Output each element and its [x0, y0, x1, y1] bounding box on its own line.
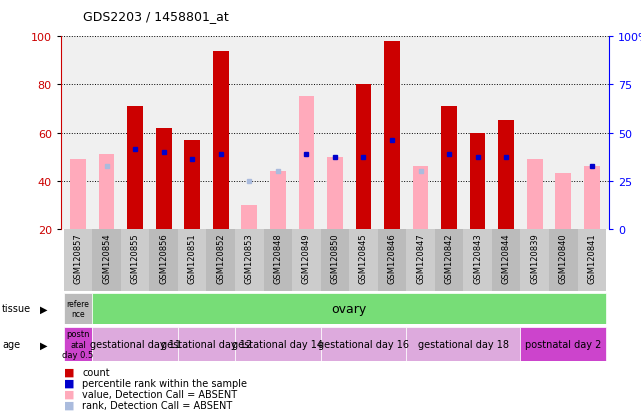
Bar: [520, 328, 606, 361]
Bar: [549, 229, 578, 291]
Text: GSM120852: GSM120852: [216, 232, 225, 283]
Text: ■: ■: [64, 378, 74, 388]
Bar: [349, 229, 378, 291]
Bar: [470, 133, 485, 229]
Text: percentile rank within the sample: percentile rank within the sample: [82, 378, 247, 388]
Text: GSM120855: GSM120855: [131, 232, 140, 283]
Bar: [63, 229, 92, 291]
Bar: [413, 167, 428, 229]
Text: GDS2203 / 1458801_at: GDS2203 / 1458801_at: [83, 10, 229, 23]
Bar: [206, 229, 235, 291]
Text: tissue: tissue: [2, 304, 31, 314]
Bar: [578, 229, 606, 291]
Text: refere
nce: refere nce: [67, 299, 90, 318]
Bar: [492, 229, 520, 291]
Bar: [435, 229, 463, 291]
Text: count: count: [82, 367, 110, 377]
Text: gestational day 12: gestational day 12: [161, 339, 252, 349]
Text: ■: ■: [64, 400, 74, 410]
Text: ■: ■: [64, 367, 74, 377]
Text: GSM120857: GSM120857: [74, 232, 83, 283]
Text: GSM120845: GSM120845: [359, 232, 368, 283]
Bar: [121, 229, 149, 291]
Text: GSM120851: GSM120851: [188, 232, 197, 283]
Text: gestational day 14: gestational day 14: [232, 339, 323, 349]
Text: GSM120839: GSM120839: [530, 232, 539, 283]
Bar: [498, 121, 514, 229]
Text: GSM120853: GSM120853: [245, 232, 254, 283]
Text: postnatal day 2: postnatal day 2: [525, 339, 601, 349]
Text: value, Detection Call = ABSENT: value, Detection Call = ABSENT: [82, 389, 237, 399]
Text: gestational day 16: gestational day 16: [318, 339, 409, 349]
Text: GSM120846: GSM120846: [388, 232, 397, 283]
Bar: [384, 42, 400, 229]
Text: gestational day 18: gestational day 18: [418, 339, 509, 349]
Bar: [128, 107, 143, 229]
Bar: [556, 174, 571, 229]
Text: GSM120848: GSM120848: [273, 232, 282, 283]
Text: age: age: [2, 339, 20, 349]
Bar: [320, 328, 406, 361]
Bar: [263, 229, 292, 291]
Bar: [235, 328, 320, 361]
Text: GSM120840: GSM120840: [559, 232, 568, 283]
Bar: [185, 140, 200, 229]
Text: GSM120850: GSM120850: [330, 232, 340, 283]
Bar: [527, 159, 542, 229]
Text: ▶: ▶: [40, 339, 47, 349]
Text: GSM120849: GSM120849: [302, 232, 311, 283]
Text: GSM120856: GSM120856: [159, 232, 168, 283]
Bar: [149, 229, 178, 291]
Bar: [178, 229, 206, 291]
Text: gestational day 11: gestational day 11: [90, 339, 181, 349]
Text: postn
atal
day 0.5: postn atal day 0.5: [62, 330, 94, 359]
Bar: [178, 328, 235, 361]
Bar: [356, 85, 371, 229]
Bar: [99, 155, 114, 229]
Bar: [327, 157, 343, 229]
Text: GSM120843: GSM120843: [473, 232, 482, 283]
Bar: [320, 229, 349, 291]
Bar: [63, 293, 92, 324]
Text: GSM120854: GSM120854: [102, 232, 111, 283]
Bar: [213, 52, 229, 229]
Bar: [406, 229, 435, 291]
Bar: [63, 328, 92, 361]
Bar: [235, 229, 263, 291]
Bar: [92, 229, 121, 291]
Text: ■: ■: [64, 389, 74, 399]
Bar: [156, 128, 172, 229]
Bar: [242, 205, 257, 229]
Text: ovary: ovary: [331, 302, 367, 315]
Bar: [463, 229, 492, 291]
Bar: [292, 229, 320, 291]
Text: rank, Detection Call = ABSENT: rank, Detection Call = ABSENT: [82, 400, 232, 410]
Bar: [378, 229, 406, 291]
Text: GSM120847: GSM120847: [416, 232, 425, 283]
Bar: [270, 172, 286, 229]
Text: ▶: ▶: [40, 304, 47, 314]
Text: GSM120842: GSM120842: [445, 232, 454, 283]
Bar: [584, 167, 600, 229]
Bar: [406, 328, 520, 361]
Bar: [520, 229, 549, 291]
Bar: [299, 97, 314, 229]
Bar: [92, 328, 178, 361]
Text: GSM120841: GSM120841: [587, 232, 596, 283]
Bar: [70, 159, 86, 229]
Bar: [441, 107, 457, 229]
Text: GSM120844: GSM120844: [502, 232, 511, 283]
